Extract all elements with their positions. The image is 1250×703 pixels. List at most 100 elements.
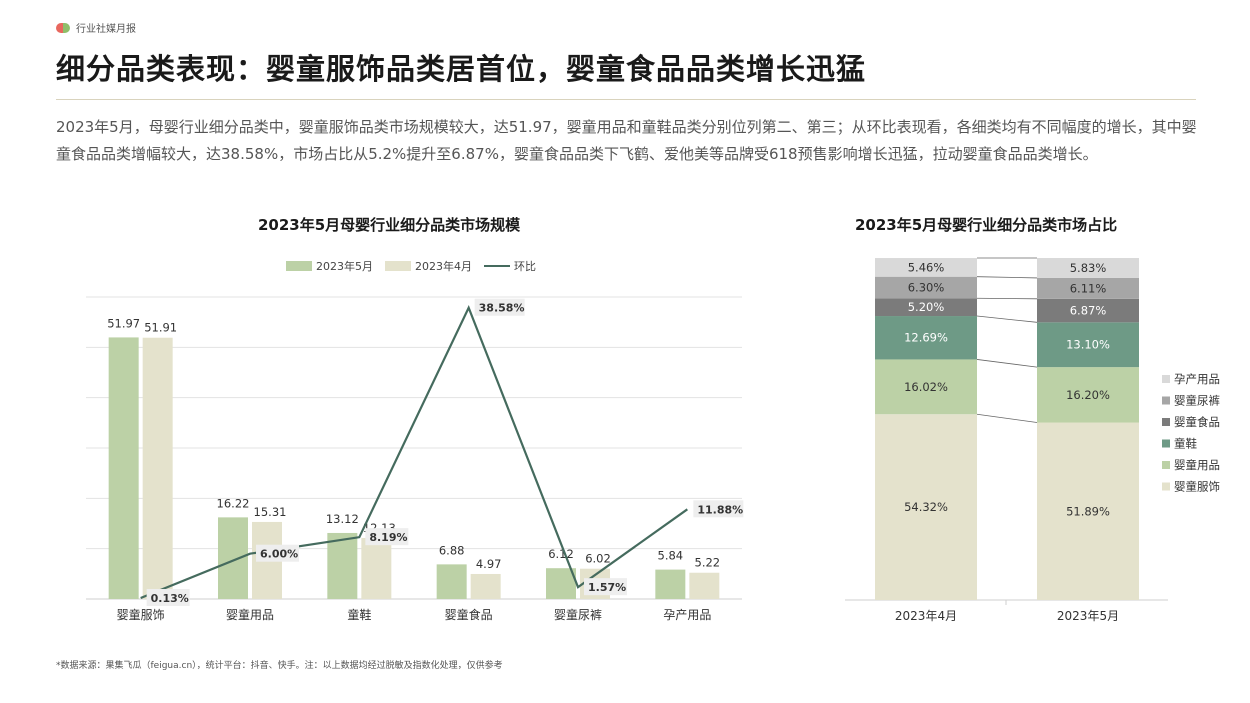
connector-line: [976, 297, 1038, 300]
segment-label-1-3: 6.87%: [1070, 304, 1107, 318]
x-tick-label-0: 婴童服饰: [117, 607, 165, 622]
segment-label-1-4: 6.11%: [1070, 281, 1107, 295]
bar-may-5: [655, 569, 686, 599]
line-label-bg-0: [146, 589, 190, 607]
segment-label-1-0: 51.89%: [1066, 504, 1110, 518]
header-tag-label: 行业社媒月报: [76, 24, 136, 35]
x-tick-label-1: 婴童用品: [226, 607, 274, 622]
line-label-2: 8.19%: [369, 531, 407, 544]
legend-swatch-1: [1162, 396, 1170, 405]
line-label-3: 38.58%: [479, 302, 525, 315]
chart-title-market-size: 2023年5月母婴行业细分品类市场规模: [258, 216, 521, 234]
line-label-4: 1.57%: [588, 581, 626, 594]
segment-label-0-3: 5.20%: [908, 300, 945, 314]
legend-label-5: 婴童服饰: [1174, 480, 1220, 494]
legend-swatch-1: [385, 261, 411, 271]
bar-may-3: [436, 564, 467, 599]
legend-swatch-5: [1162, 482, 1170, 491]
segment-1-4: [1037, 277, 1139, 299]
segment-label-1-2: 13.10%: [1066, 338, 1110, 352]
line-label-bg-1: [256, 544, 299, 562]
bar-may-4: [546, 568, 576, 599]
segment-label-1-5: 5.83%: [1070, 261, 1107, 275]
data-label-april-1: 15.31: [254, 505, 287, 519]
footnote: *数据来源：果集飞瓜（feigua.cn），统计平台：抖音、快手。注：以上数据均…: [56, 661, 503, 671]
summary-text: 2023年5月，母婴行业细分品类中，婴童服饰品类市场规模较大，达51.97，婴童…: [56, 118, 1197, 163]
segment-1-3: [1037, 298, 1139, 323]
line-label-bg-5: [693, 500, 744, 518]
x-tick-label-3: 婴童食品: [445, 607, 493, 622]
line-label-bg-4: [584, 578, 627, 596]
segment-label-0-0: 54.32%: [904, 500, 948, 514]
page-title: 细分品类表现：婴童服饰品类居首位，婴童食品品类增长迅猛: [56, 52, 867, 86]
x-tick-label-1: 2023年5月: [1057, 609, 1119, 623]
segment-0-2: [875, 316, 977, 360]
bar-april-3: [470, 573, 501, 599]
legend-swatch-2: [1162, 418, 1170, 426]
legend-label-0: 孕产用品: [1174, 372, 1220, 386]
data-label-may-3: 6.88: [439, 543, 465, 557]
title-divider: [56, 99, 1196, 100]
segment-1-5: [1037, 258, 1139, 278]
legend-label-4: 婴童用品: [1174, 458, 1220, 472]
line-label-1: 6.00%: [260, 548, 298, 561]
line-label-5: 11.88%: [697, 503, 743, 516]
bar-may-2: [327, 532, 358, 599]
data-label-may-1: 16.22: [217, 496, 250, 510]
segment-0-1: [875, 359, 977, 415]
data-label-april-4: 6.02: [585, 552, 611, 566]
x-tick-label-4: 婴童尿裤: [554, 607, 602, 622]
bar-may-0: [108, 337, 139, 599]
data-label-april-3: 4.97: [476, 557, 502, 571]
segment-1-2: [1037, 322, 1139, 368]
bar-april-0: [142, 337, 173, 599]
data-label-may-5: 5.84: [658, 549, 684, 563]
bar-april-2: [361, 537, 392, 599]
legend-swatch-3: [1162, 439, 1170, 448]
x-tick-label-2: 童鞋: [347, 607, 371, 622]
connector-line: [976, 359, 1038, 368]
legend-label-2: 环比: [514, 260, 536, 273]
segment-1-1: [1037, 367, 1139, 423]
data-label-april-0: 51.91: [144, 321, 177, 335]
legend-swatch-0: [286, 261, 312, 271]
segment-label-0-1: 16.02%: [904, 380, 948, 394]
bar-may-1: [218, 517, 248, 599]
legend-swatch-4: [1162, 461, 1170, 469]
segment-0-4: [875, 276, 977, 299]
segment-label-1-1: 16.20%: [1066, 388, 1110, 402]
line-label-bg-3: [474, 298, 525, 316]
data-label-may-4: 6.12: [548, 547, 574, 561]
segment-0-0: [875, 414, 977, 600]
data-label-may-2: 13.12: [326, 512, 359, 526]
chart-title-market-share: 2023年5月母婴行业细分品类市场占比: [855, 216, 1118, 234]
header-tag: 行业社媒月报: [56, 20, 136, 35]
segment-label-0-5: 5.46%: [908, 260, 945, 274]
data-label-april-5: 5.22: [695, 556, 721, 570]
legend-label-3: 童鞋: [1174, 437, 1197, 451]
market-size-chart: 2023年5月 2023年4月 环比 51.97 51.91 婴童服饰 16.22 15.31…: [86, 259, 744, 622]
segment-0-3: [875, 298, 977, 317]
legend-label-1: 2023年4月: [415, 259, 472, 273]
x-tick-label-0: 2023年4月: [895, 609, 957, 623]
segment-label-0-4: 6.30%: [908, 280, 945, 294]
legend-label-1: 婴童尿裤: [1174, 394, 1220, 408]
connector-line: [976, 413, 1038, 423]
brand-logo-icon: [56, 22, 70, 33]
connector-line: [976, 276, 1038, 279]
line-label-bg-2: [365, 528, 409, 546]
line-label-0: 0.13%: [151, 592, 189, 605]
legend-swatch-0: [1162, 375, 1170, 383]
x-tick-label-5: 孕产用品: [663, 608, 711, 622]
segment-1-0: [1037, 422, 1139, 600]
line-mom: [140, 304, 688, 600]
data-label-may-0: 51.97: [107, 316, 140, 330]
bar-april-5: [689, 572, 720, 599]
chart-legend: 2023年5月 2023年4月 环比: [286, 259, 536, 273]
legend-label-2: 婴童食品: [1174, 415, 1220, 429]
connector-line: [976, 315, 1038, 323]
segment-label-0-2: 12.69%: [904, 331, 948, 345]
market-share-chart: 54.32% 16.02% 12.69% 5.20% 6.30% 5.46% 2023年4月…: [845, 257, 1220, 623]
legend-label-0: 2023年5月: [316, 259, 373, 273]
